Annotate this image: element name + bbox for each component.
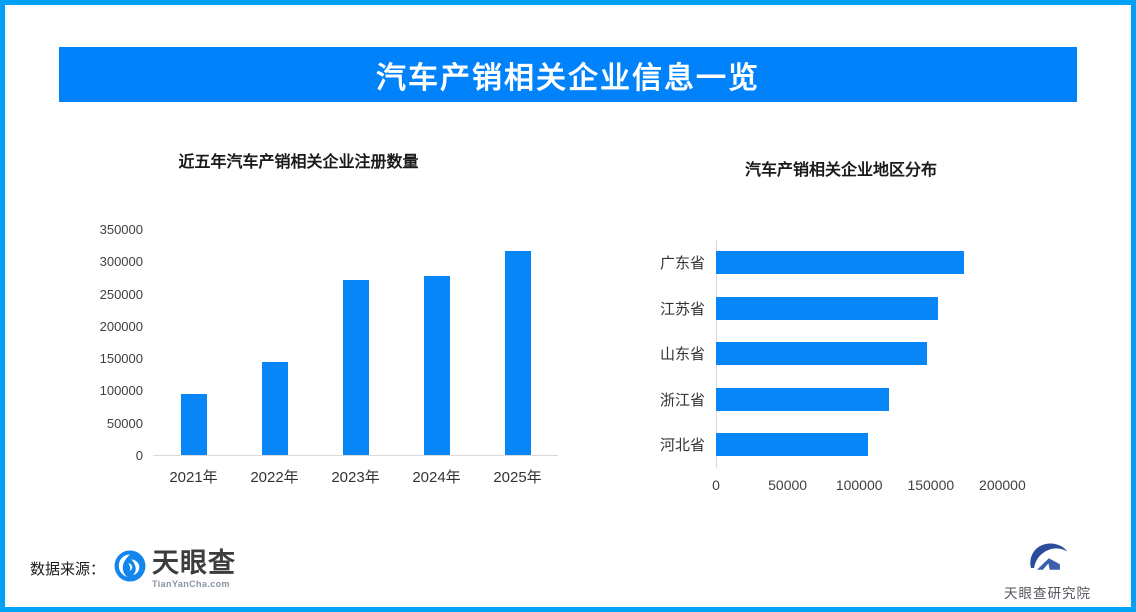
region-category-label: 浙江省 — [659, 391, 705, 409]
registration-y-tick-label: 0 — [135, 448, 143, 463]
institute-logo-icon — [1029, 543, 1067, 570]
region-bar-track — [716, 387, 1074, 411]
region-x-tick-label: 150000 — [907, 476, 955, 493]
registration-x-category-label: 2024年 — [412, 469, 461, 486]
institute-logo: 天眼查研究院 — [990, 540, 1105, 602]
region-bar — [716, 296, 938, 320]
region-chart-rows: 广东省江苏省山东省浙江省河北省 — [640, 240, 1074, 468]
region-x-tick-label: 200000 — [979, 476, 1026, 493]
region-category-label: 河北省 — [659, 437, 705, 455]
region-category-label: 广东省 — [659, 255, 705, 273]
registration-bar — [180, 393, 207, 455]
region-bar-track — [716, 296, 1074, 320]
tianyancha-logo-text-block: 天眼查 TianYanCha.com — [152, 548, 236, 590]
registration-x-category-label: 2025年 — [493, 469, 542, 486]
registration-x-axis: 2021年 2022年 2023年 2024年 2025年 — [153, 456, 558, 487]
registration-y-tick-label: 250000 — [99, 286, 143, 302]
tianyancha-logo-text: 天眼查 — [152, 548, 236, 578]
region-x-tick-label: 50000 — [768, 476, 808, 493]
region-row: 江苏省 — [640, 286, 1074, 332]
region-category-label: 江苏省 — [659, 300, 705, 318]
data-source-label: 数据来源： — [30, 561, 106, 578]
registration-y-tick-label: 100000 — [99, 383, 143, 399]
region-x-tick-label: 0 — [712, 476, 720, 493]
region-bar-track — [716, 342, 1074, 366]
page-title: 汽车产销相关企业信息一览 — [376, 61, 760, 95]
region-bar-track — [716, 251, 1074, 275]
region-row: 河北省 — [640, 422, 1074, 468]
region-x-axis: 0 50000 100000 150000 200000 — [712, 476, 1074, 493]
registration-bar — [423, 276, 450, 455]
registration-chart-plot-area: 0 50000 100000 150000 200000 250000 300000 3500… — [95, 222, 558, 463]
region-bar — [716, 433, 868, 457]
registration-x-category-label: 2023年 — [331, 469, 380, 486]
tianyancha-logo: 天眼查 TianYanCha.com — [114, 550, 236, 589]
region-bar — [716, 342, 927, 366]
region-row: 广东省 — [640, 240, 1074, 286]
registration-bar — [342, 279, 369, 455]
registration-bar — [504, 250, 531, 455]
registration-y-axis: 0 50000 100000 150000 200000 250000 300000 3500… — [95, 222, 153, 463]
region-bar — [716, 387, 890, 411]
registration-chart-title: 近五年汽车产销相关企业注册数量 — [178, 154, 419, 171]
registration-y-tick-label: 50000 — [106, 415, 143, 431]
registration-chart: 近五年汽车产销相关企业注册数量 0 50000 100000 150000 200000… — [95, 152, 558, 487]
registration-y-tick-label: 200000 — [99, 318, 143, 334]
registration-x-category-label: 2022年 — [250, 469, 299, 486]
registration-x-category-label: 2021年 — [169, 469, 218, 486]
region-x-tick-label: 100000 — [835, 476, 883, 493]
region-bar-track — [716, 433, 1074, 457]
registration-y-tick-label: 300000 — [99, 254, 143, 270]
region-chart-title: 汽车产销相关企业地区分布 — [744, 162, 937, 179]
region-row: 山东省 — [640, 331, 1074, 377]
region-chart: 汽车产销相关企业地区分布 广东省江苏省山东省浙江省河北省 0 50000 10000… — [640, 160, 1074, 493]
region-row: 浙江省 — [640, 377, 1074, 423]
registration-y-tick-label: 350000 — [99, 222, 143, 237]
region-category-label: 山东省 — [659, 346, 705, 364]
tianyancha-logo-subtext: TianYanCha.com — [152, 579, 230, 589]
registration-plot — [153, 230, 558, 456]
institute-logo-text: 天眼查研究院 — [1004, 586, 1091, 601]
tianyancha-logo-icon — [114, 550, 146, 582]
region-bar — [716, 251, 964, 275]
registration-y-tick-label: 150000 — [99, 351, 143, 367]
registration-bar — [261, 361, 288, 455]
header-banner: 汽车产销相关企业信息一览 — [59, 47, 1077, 102]
